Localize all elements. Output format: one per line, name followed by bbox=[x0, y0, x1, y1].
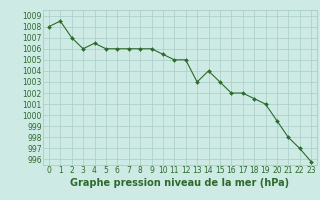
X-axis label: Graphe pression niveau de la mer (hPa): Graphe pression niveau de la mer (hPa) bbox=[70, 178, 290, 188]
